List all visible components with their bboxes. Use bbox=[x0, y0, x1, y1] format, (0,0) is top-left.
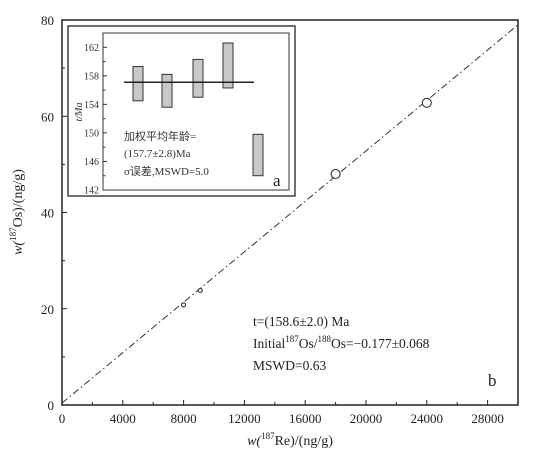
main-x-ticks: 0 4000 8000 12000 16000 20000 24000 28000 bbox=[59, 400, 504, 426]
panel-letter-b: b bbox=[488, 371, 497, 390]
x-tick-label: 24000 bbox=[411, 411, 444, 426]
inset-age-box bbox=[222, 42, 234, 89]
mswd-annotation: MSWD=0.63 bbox=[253, 358, 326, 373]
inset-y-tick-label: 142 bbox=[84, 186, 99, 197]
x-axis-title-pre: w( bbox=[247, 434, 262, 449]
y-tick-label: 20 bbox=[41, 302, 54, 317]
inset-y-ticks: 142 146 150 154 158 162 bbox=[84, 43, 107, 197]
inset-age-box bbox=[192, 58, 204, 98]
x-tick-label: 0 bbox=[59, 411, 66, 426]
inset-y-tick-label: 162 bbox=[84, 43, 99, 54]
x-tick-label: 20000 bbox=[350, 411, 383, 426]
initial-mid: Os/ bbox=[299, 336, 318, 351]
y-axis-title: w(187Os)/(ng/g) bbox=[8, 169, 26, 255]
data-point bbox=[181, 302, 187, 308]
inset-y-tick-label: 146 bbox=[84, 157, 99, 168]
data-point bbox=[330, 168, 341, 180]
initial-pre: Initial bbox=[253, 336, 285, 351]
initial-sup1: 187 bbox=[285, 334, 299, 344]
initial-sup2: 188 bbox=[318, 334, 332, 344]
panel-letter-a: a bbox=[273, 171, 281, 190]
inset-y-axis-title: t/Ma bbox=[74, 103, 85, 122]
inset-y-tick-label: 150 bbox=[84, 128, 99, 139]
data-points bbox=[181, 97, 432, 308]
main-y-ticks: 0 20 40 60 80 bbox=[41, 13, 67, 413]
inset-age-boxes bbox=[132, 42, 264, 177]
x-tick-label: 4000 bbox=[110, 411, 136, 426]
x-axis-title-post: Re)/(ng/g) bbox=[275, 434, 334, 449]
data-point bbox=[197, 287, 203, 294]
regression-line bbox=[61, 24, 519, 404]
age-annotation: t=(158.6±2.0) Ma bbox=[253, 314, 349, 329]
y-axis-title-sup: 187 bbox=[8, 227, 18, 241]
initial-ratio-annotation: Initial187Os/188Os=−0.177±0.068 bbox=[253, 334, 430, 351]
inset-age-box bbox=[252, 133, 264, 177]
inset-age-box bbox=[161, 73, 173, 108]
inset-plot-frame bbox=[102, 32, 290, 191]
inset-note-line-2: (157.7±2.8)Ma bbox=[124, 148, 191, 160]
initial-post: Os=−0.177±0.068 bbox=[331, 336, 430, 351]
inset-y-tick-label: 158 bbox=[84, 71, 99, 82]
y-tick-label: 60 bbox=[41, 109, 54, 124]
y-tick-label: 80 bbox=[41, 13, 54, 28]
y-axis-title-pre: w( bbox=[11, 240, 26, 255]
y-tick-label: 0 bbox=[48, 398, 55, 413]
x-tick-label: 8000 bbox=[171, 411, 197, 426]
x-tick-label: 12000 bbox=[228, 411, 261, 426]
x-tick-label: 16000 bbox=[289, 411, 322, 426]
inset-y-tick-label: 154 bbox=[84, 100, 99, 111]
inset-note-line-1: 加权平均年龄= bbox=[124, 129, 196, 143]
y-tick-label: 40 bbox=[41, 206, 54, 221]
x-axis-title-sup: 187 bbox=[261, 431, 275, 441]
regression-line-path bbox=[61, 24, 519, 404]
data-point bbox=[421, 97, 432, 108]
y-axis-title-post: Os)/(ng/g) bbox=[11, 169, 26, 228]
x-tick-label: 28000 bbox=[471, 411, 504, 426]
inset-age-box bbox=[132, 66, 144, 102]
x-axis-title: w(187Re)/(ng/g) bbox=[247, 431, 333, 449]
inset-note-line-3: σ误差,MSWD=5.0 bbox=[124, 164, 209, 178]
